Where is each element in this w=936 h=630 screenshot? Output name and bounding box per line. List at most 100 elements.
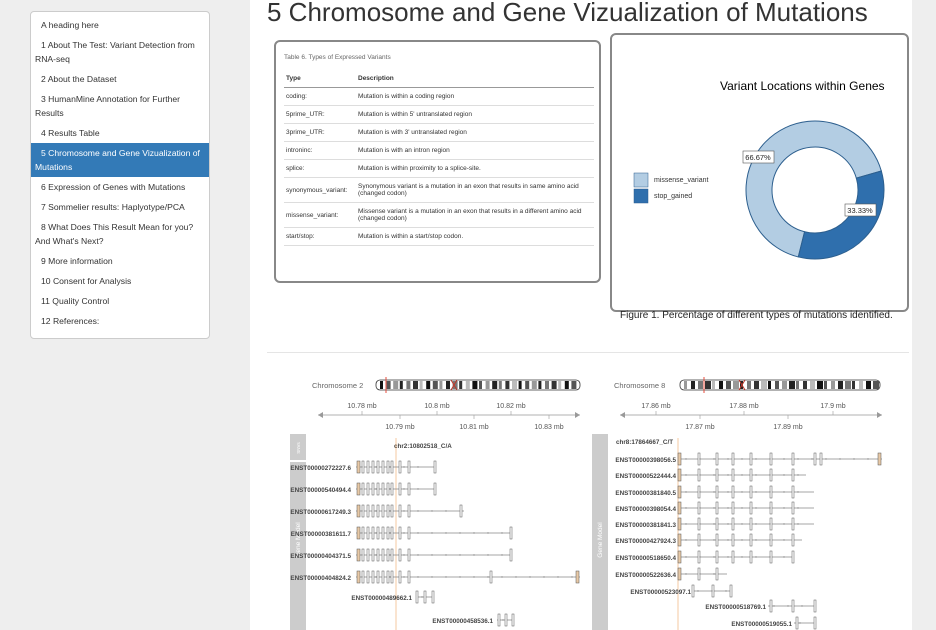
slice-label: 33.33% bbox=[844, 203, 877, 217]
transcript-label: ENST00000519055.1 bbox=[731, 621, 792, 628]
ruler-tick-label: 10.79 mb bbox=[385, 424, 414, 431]
legend-label-missense_variant: missense_variant bbox=[654, 177, 709, 184]
transcript-label: ENST00000489662.1 bbox=[351, 595, 412, 602]
transcript-track: ENST00000617249.3 bbox=[290, 504, 464, 518]
transcript-label: ENST00000617249.3 bbox=[290, 509, 351, 516]
variant-type-cell: 5prime_UTR: bbox=[284, 105, 356, 124]
legend-label-stop_gained: stop_gained bbox=[654, 193, 692, 200]
transcript-track: ENST00000404824.2 bbox=[290, 570, 580, 584]
variant-locations-chart-card: Variant Locations within Genes 66.67% 33.… bbox=[610, 33, 909, 321]
legend-swatch bbox=[633, 188, 649, 204]
toc-item-12[interactable]: 12 References: bbox=[41, 316, 100, 326]
transcript-track: ENST00000272227.6 bbox=[290, 460, 437, 474]
toc-item-4[interactable]: 4 Results Table bbox=[41, 128, 100, 138]
gene-model-track-label-bar bbox=[592, 434, 608, 630]
legend-swatch bbox=[633, 172, 649, 188]
ruler-tick-label: 17.9 mb bbox=[820, 403, 845, 410]
variant-type-cell: 3prime_UTR: bbox=[284, 123, 356, 142]
transcript-track: ENST00000489662.1 bbox=[351, 590, 435, 604]
transcript-track: ENST00000427924.3 bbox=[615, 533, 802, 547]
transcript-label: ENST00000522444.4 bbox=[615, 473, 676, 480]
transcript-label: ENST00000398054.4 bbox=[615, 506, 676, 513]
ruler-tick-label: 17.88 mb bbox=[729, 403, 758, 410]
variant-type-cell: synonymous_variant: bbox=[284, 177, 356, 203]
table-header-row: Type Description bbox=[284, 73, 594, 88]
coordinate-ruler: 17.86 mb 17.88 mb 17.9 mb 17.87 mb 17.89 mb bbox=[620, 403, 882, 431]
snv-track-label-bar bbox=[290, 434, 306, 460]
column-header-type: Type bbox=[284, 73, 356, 88]
table-row: synonymous_variant: Synonymous variant is… bbox=[284, 177, 594, 203]
transcript-label: ENST00000540494.4 bbox=[290, 487, 351, 494]
toc-item-10[interactable]: 10 Consent for Analysis bbox=[41, 276, 132, 286]
table-row: start/stop: Mutation is within a start/st… bbox=[284, 227, 594, 246]
transcript-label: ENST00000381840.5 bbox=[615, 490, 676, 497]
variant-type-cell: introninc: bbox=[284, 141, 356, 160]
transcript-track: ENST00000398056.5 bbox=[615, 452, 882, 466]
transcript-track: ENST00000458536.1 bbox=[432, 613, 515, 627]
donut-chart: 66.67% 33.33% missense_variant stop_gained bbox=[633, 120, 885, 260]
transcript-track: ENST00000518769.1 bbox=[705, 599, 817, 613]
variant-types-table: Type Description coding: Mutation is with… bbox=[284, 73, 594, 246]
table-caption: Table 6. Types of Expressed Variants bbox=[284, 54, 391, 61]
table-row: missense_variant: Missense variant is a m… bbox=[284, 202, 594, 228]
transcript-label: ENST00000458536.1 bbox=[432, 618, 493, 625]
variant-type-cell: missense_variant: bbox=[284, 202, 356, 228]
chromosome-ideogram bbox=[375, 377, 581, 393]
coordinate-ruler: 10.78 mb 10.8 mb 10.82 mb 10.79 mb 10.81 mb 1… bbox=[318, 403, 580, 431]
transcript-label: ENST00000404371.5 bbox=[290, 553, 351, 560]
ruler-tick-label: 17.86 mb bbox=[641, 403, 670, 410]
gene-model-track-label: Gene Model bbox=[295, 522, 302, 558]
genome-browser-chromosome-2: Chromosome 2 10.78 mb 10.8 mb 10.82 mb 10.79… bbox=[290, 377, 581, 630]
ruler-tick-label: 17.89 mb bbox=[773, 424, 802, 431]
section-divider bbox=[267, 352, 909, 353]
table-row: coding: Mutation is within a coding regio… bbox=[284, 87, 594, 106]
snv-track-label: SNVs bbox=[296, 442, 301, 454]
variant-type-cell: start/stop: bbox=[284, 227, 356, 246]
table-row: introninc: Mutation is with an intron reg… bbox=[284, 141, 594, 160]
toc-item-3[interactable]: 3 HumanMine Annotation for Further Resul… bbox=[35, 94, 181, 118]
toc-item-2[interactable]: 2 About the Dataset bbox=[41, 74, 117, 84]
variant-types-table-card: Table 6. Types of Expressed Variants Typ… bbox=[274, 40, 601, 283]
toc-item-6[interactable]: 6 Expression of Genes with Mutations bbox=[41, 182, 186, 192]
toc-item-11[interactable]: 11 Quality Control bbox=[41, 296, 110, 306]
transcript-track: ENST00000404371.5 bbox=[290, 548, 513, 562]
toc-item-8[interactable]: 8 What Does This Result Mean for you? An… bbox=[35, 222, 194, 246]
transcript-track: ENST00000381611.7 bbox=[291, 526, 513, 540]
slice-label-text: 66.67% bbox=[745, 153, 771, 162]
chromosome-label: Chromosome 2 bbox=[312, 381, 363, 390]
transcript-track: ENST00000523097.1 bbox=[630, 584, 733, 598]
transcript-track: ENST00000518650.4 bbox=[615, 550, 795, 564]
ruler-tick-label: 10.8 mb bbox=[424, 403, 449, 410]
transcript-track: ENST00000381841.3 bbox=[615, 517, 814, 531]
toc-item-7[interactable]: 7 Sommelier results: Haplyotype/PCA bbox=[41, 202, 185, 212]
transcript-track: ENST00000398054.4 bbox=[615, 501, 814, 515]
variant-description-cell: Mutation is within 5' untranslated regio… bbox=[356, 105, 594, 124]
chromosome-ideogram bbox=[679, 377, 881, 393]
variant-description-cell: Synonymous variant is a mutation in an e… bbox=[356, 177, 594, 203]
toc-item-9[interactable]: 9 More information bbox=[41, 256, 113, 266]
gene-model-track-label-bar bbox=[290, 462, 306, 630]
variant-label: chr8:17864667_C/T bbox=[616, 439, 673, 446]
variant-description-cell: Mutation is with an intron region bbox=[356, 141, 594, 160]
toc-item-1[interactable]: 1 About The Test: Variant Detection from… bbox=[35, 40, 195, 64]
toc-item-0[interactable]: A heading here bbox=[41, 20, 99, 30]
transcript-label: ENST00000398056.5 bbox=[615, 457, 676, 464]
variant-description-cell: Mutation is within a start/stop codon. bbox=[356, 227, 594, 246]
gene-model-track-label: Gene Model bbox=[597, 522, 604, 558]
transcript-track: ENST00000519055.1 bbox=[731, 616, 817, 630]
chart-caption: Figure 1. Percentage of different types … bbox=[620, 310, 893, 321]
table-row: splice: Mutation is within proximity to a… bbox=[284, 159, 594, 178]
transcript-label: ENST00000522636.4 bbox=[615, 572, 676, 579]
ruler-tick-label: 10.81 mb bbox=[459, 424, 488, 431]
transcript-track: ENST00000522636.4 bbox=[615, 567, 727, 581]
transcript-label: ENST00000518650.4 bbox=[615, 555, 676, 562]
variant-description-cell: Mutation is within a coding region bbox=[356, 87, 594, 106]
transcript-track: ENST00000522444.4 bbox=[615, 468, 806, 482]
transcript-label: ENST00000381841.3 bbox=[615, 522, 676, 529]
table-row: 5prime_UTR: Mutation is within 5' untrans… bbox=[284, 105, 594, 124]
variant-label: chr2:10802518_C/A bbox=[394, 443, 452, 450]
chart-title: Variant Locations within Genes bbox=[720, 79, 885, 93]
transcript-track: ENST00000381840.5 bbox=[615, 485, 814, 499]
toc-item-5[interactable]: 5 Chromosome and Gene Vizualization of M… bbox=[31, 143, 209, 177]
variant-description-cell: Missense variant is a mutation in an exo… bbox=[356, 202, 594, 228]
